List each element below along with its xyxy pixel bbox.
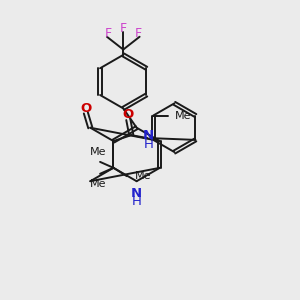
Text: H: H: [132, 196, 142, 208]
Text: Me: Me: [135, 171, 152, 181]
Text: O: O: [123, 108, 134, 122]
Text: F: F: [120, 22, 127, 34]
Text: Me: Me: [175, 110, 191, 121]
Text: N: N: [143, 129, 154, 142]
Text: F: F: [134, 27, 142, 40]
Text: Me: Me: [90, 146, 107, 157]
Text: Me: Me: [90, 179, 107, 189]
Text: H: H: [143, 138, 153, 151]
Text: F: F: [105, 27, 112, 40]
Text: O: O: [80, 102, 92, 115]
Text: N: N: [131, 187, 142, 200]
